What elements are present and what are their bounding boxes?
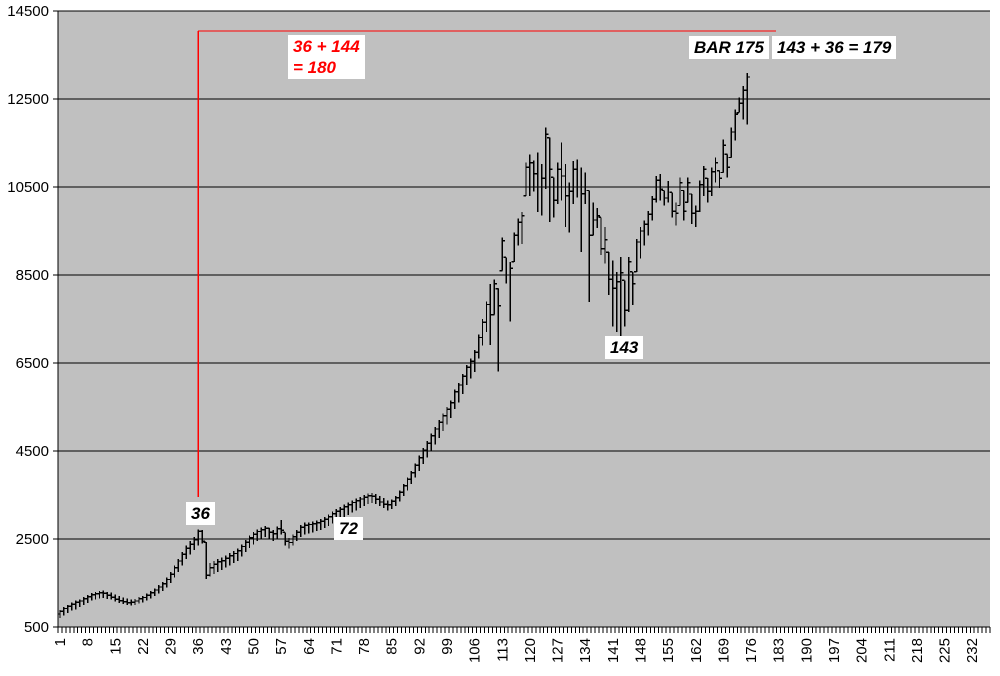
x-axis-label: 204 xyxy=(854,638,871,663)
x-axis-label: 50 xyxy=(245,638,262,655)
x-axis-label: 92 xyxy=(411,638,428,655)
x-axis-label: 57 xyxy=(273,638,290,655)
x-axis-label: 225 xyxy=(937,638,954,663)
x-axis-label: 22 xyxy=(135,638,152,655)
x-axis-label: 162 xyxy=(688,638,705,663)
x-axis-label: 113 xyxy=(494,638,511,662)
y-axis-label: 8500 xyxy=(16,267,49,284)
x-axis-label: 141 xyxy=(605,638,622,663)
annotation-bar-143: 143 xyxy=(605,336,644,359)
x-axis-label: 148 xyxy=(633,638,650,663)
x-axis-label: 85 xyxy=(384,638,401,655)
y-axis-label: 4500 xyxy=(16,443,49,460)
annotation-bar-36: 36 xyxy=(186,502,215,525)
y-axis-label: 12500 xyxy=(7,91,49,108)
x-axis-label: 106 xyxy=(467,638,484,663)
annotation-143-plus-36: 143 + 36 = 179 xyxy=(772,36,897,59)
x-axis-label: 15 xyxy=(107,638,124,655)
x-axis-label: 183 xyxy=(771,638,788,663)
y-axis-label: 10500 xyxy=(7,179,49,196)
x-axis-label: 120 xyxy=(522,638,539,663)
x-axis-label: 36 xyxy=(190,638,207,655)
x-axis-label: 99 xyxy=(439,638,456,655)
x-axis-label: 134 xyxy=(577,638,594,663)
annotation-bar-175: BAR 175 xyxy=(689,36,769,59)
y-axis-label: 6500 xyxy=(16,355,49,372)
x-axis-label: 197 xyxy=(826,638,843,663)
x-axis-label: 190 xyxy=(798,638,815,663)
red-formula-line2: = 180 xyxy=(293,58,337,77)
x-axis-label: 127 xyxy=(550,638,567,663)
x-axis-label: 218 xyxy=(909,638,926,663)
annotation-red-formula: 36 + 144 = 180 xyxy=(288,35,365,79)
x-axis-label: 1 xyxy=(52,638,69,646)
y-axis-label: 14500 xyxy=(7,3,49,20)
x-axis-label: 211 xyxy=(881,638,898,662)
x-axis-label: 29 xyxy=(163,638,180,655)
annotation-bar-72: 72 xyxy=(334,517,363,540)
red-formula-line1: 36 + 144 xyxy=(293,37,360,56)
x-axis-label: 8 xyxy=(80,638,97,646)
x-axis-label: 43 xyxy=(218,638,235,655)
x-axis-label: 176 xyxy=(743,638,760,663)
y-axis-label: 500 xyxy=(24,619,49,636)
x-axis-label: 155 xyxy=(660,638,677,663)
x-axis-label: 64 xyxy=(301,638,318,655)
y-axis-label: 2500 xyxy=(16,531,49,548)
x-axis-label: 71 xyxy=(328,638,345,655)
x-axis-label: 232 xyxy=(964,638,981,663)
x-axis-label: 78 xyxy=(356,638,373,655)
x-axis-label: 169 xyxy=(715,638,732,663)
